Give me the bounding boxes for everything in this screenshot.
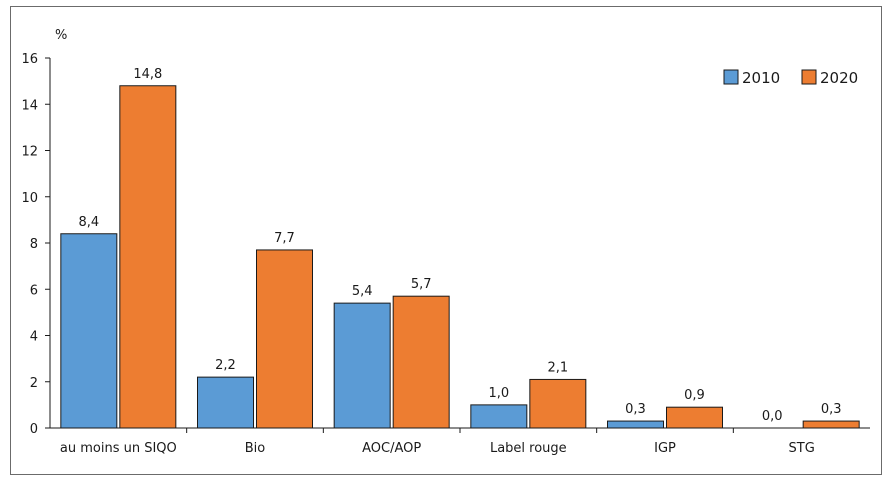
axes: 0 2 4 6 8 10 12 14 16 au moins un SIQO Bio AOC/AOP L… [21, 52, 870, 456]
y-tick-label: 16 [21, 52, 38, 67]
bar-2010 [60, 233, 118, 429]
y-tick-label: 10 [21, 191, 38, 206]
bar-2010 [470, 404, 528, 429]
bar-2020 [802, 420, 860, 429]
bar-2010 [197, 376, 254, 429]
bars: 8,4 14,8 2,2 7,7 5,4 5,7 1,0 2,1 0,3 0,9 0,0 0,3 [60, 67, 860, 429]
bar-2020 [529, 378, 587, 429]
legend-swatch-2020 [801, 69, 817, 85]
bar-2010 [333, 302, 391, 429]
y-tick-label: 8 [30, 237, 38, 252]
legend-label: 2010 [742, 69, 780, 87]
bar-2020 [119, 85, 177, 429]
y-tick-label: 0 [30, 422, 38, 437]
x-category-label: STG [789, 441, 815, 456]
data-label: 0,0 [762, 409, 783, 424]
y-tick-label: 4 [30, 330, 38, 345]
data-label: 8,4 [78, 215, 99, 230]
x-category-label: Bio [245, 441, 266, 456]
y-tick-label: 12 [21, 145, 38, 160]
legend-label: 2020 [820, 69, 858, 87]
bar-2020 [392, 295, 450, 429]
data-label: 14,8 [133, 67, 162, 82]
y-tick-label: 6 [30, 283, 38, 298]
data-label: 1,0 [488, 386, 509, 401]
x-category-label: IGP [654, 441, 676, 456]
bar-2020 [666, 406, 723, 429]
data-label: 0,9 [684, 388, 705, 403]
data-label: 5,7 [411, 277, 432, 292]
x-category-label: AOC/AOP [362, 441, 421, 456]
legend: 2010 2020 [723, 69, 858, 87]
data-label: 5,4 [352, 284, 373, 299]
data-label: 2,1 [547, 360, 568, 375]
bar-2010 [607, 420, 664, 429]
y-tick-label: 2 [30, 376, 38, 391]
data-label: 7,7 [274, 231, 295, 246]
legend-swatch-2010 [723, 69, 739, 85]
data-label: 0,3 [821, 402, 842, 417]
bar-2020 [256, 249, 313, 429]
data-label: 2,2 [215, 358, 236, 373]
y-tick-label: 14 [21, 98, 38, 113]
x-category-label: au moins un SIQO [60, 441, 177, 456]
data-label: 0,3 [625, 402, 646, 417]
y-unit-label: % [55, 28, 67, 43]
x-category-label: Label rouge [490, 441, 567, 456]
